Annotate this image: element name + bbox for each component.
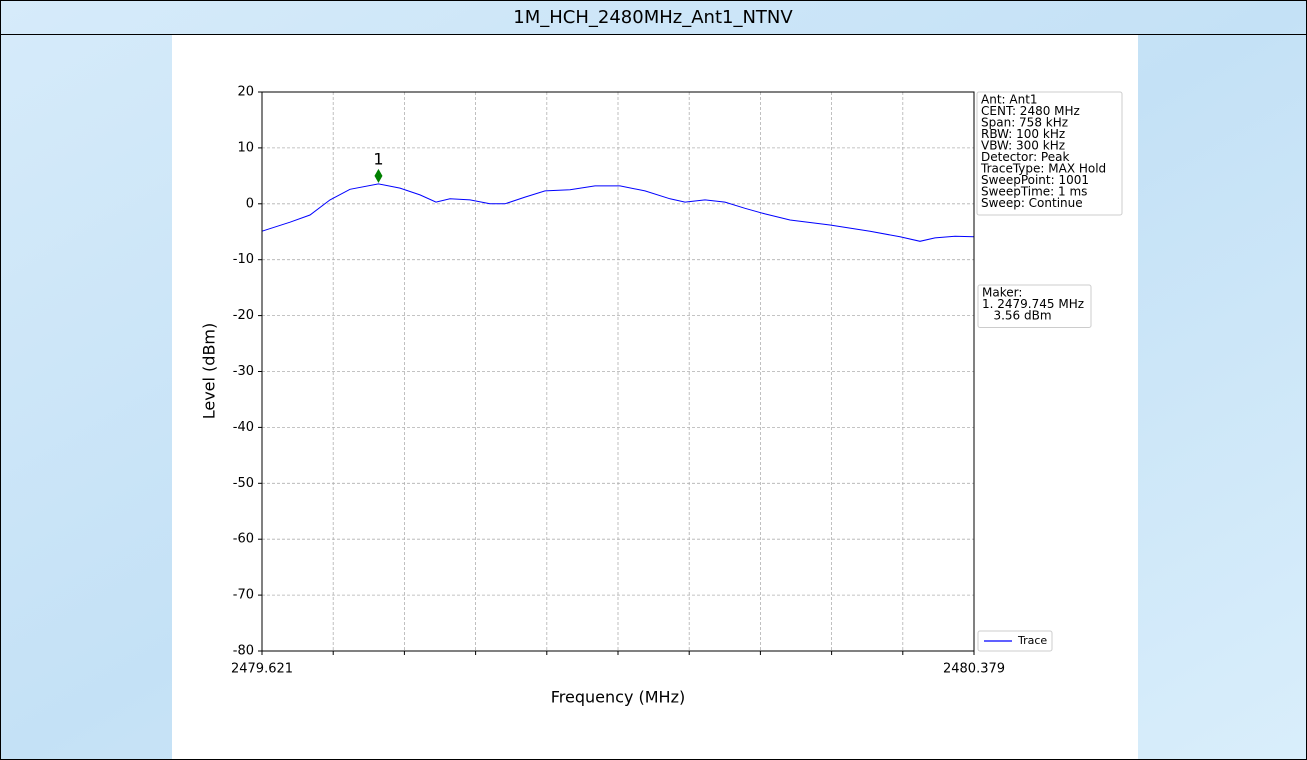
y-tick-label: -50 bbox=[233, 476, 254, 491]
x-axis-label: Frequency (MHz) bbox=[551, 688, 685, 707]
settings-line: Detector: Peak bbox=[981, 150, 1069, 164]
settings-line: TraceType: MAX Hold bbox=[980, 162, 1106, 176]
settings-line: CENT: 2480 MHz bbox=[981, 104, 1080, 118]
peak-marker bbox=[374, 168, 383, 183]
settings-line: Ant: Ant1 bbox=[981, 93, 1038, 107]
y-tick-label: -40 bbox=[233, 420, 254, 435]
settings-line: RBW: 100 kHz bbox=[981, 127, 1065, 141]
settings-line: SweepTime: 1 ms bbox=[981, 185, 1087, 199]
marker-info-line: 1. 2479.745 MHz bbox=[982, 297, 1084, 311]
legend-label: Trace bbox=[1017, 634, 1047, 647]
plot-frame bbox=[261, 91, 975, 652]
x-tick-label: 2480.379 bbox=[943, 662, 1005, 677]
settings-line: VBW: 300 kHz bbox=[981, 139, 1065, 153]
x-tick-label: 2479.621 bbox=[231, 662, 293, 677]
marker-info-line: 3.56 dBm bbox=[982, 309, 1052, 323]
settings-line: SweepPoint: 1001 bbox=[981, 173, 1089, 187]
y-tick-label: -10 bbox=[233, 252, 254, 267]
marker-info-line: Maker: bbox=[982, 286, 1022, 300]
y-tick-label: -20 bbox=[233, 308, 254, 323]
y-axis-label: Level (dBm) bbox=[200, 323, 219, 420]
y-tick-label: -70 bbox=[233, 588, 254, 603]
marker-info-box bbox=[977, 284, 1092, 328]
trace-line bbox=[261, 183, 975, 242]
marker-label: 1 bbox=[373, 149, 383, 168]
y-tick-label: -80 bbox=[233, 644, 254, 659]
settings-box bbox=[976, 91, 1123, 216]
y-tick-label: 10 bbox=[237, 140, 254, 155]
y-tick-label: 20 bbox=[237, 85, 254, 100]
settings-line: Span: 758 kHz bbox=[981, 116, 1068, 130]
page-title: 1M_HCH_2480MHz_Ant1_NTNV bbox=[513, 7, 793, 28]
y-tick-label: -30 bbox=[233, 364, 254, 379]
y-tick-label: 0 bbox=[246, 196, 254, 211]
legend-box bbox=[977, 630, 1053, 652]
settings-line: Sweep: Continue bbox=[981, 196, 1083, 210]
y-tick-label: -60 bbox=[233, 532, 254, 547]
